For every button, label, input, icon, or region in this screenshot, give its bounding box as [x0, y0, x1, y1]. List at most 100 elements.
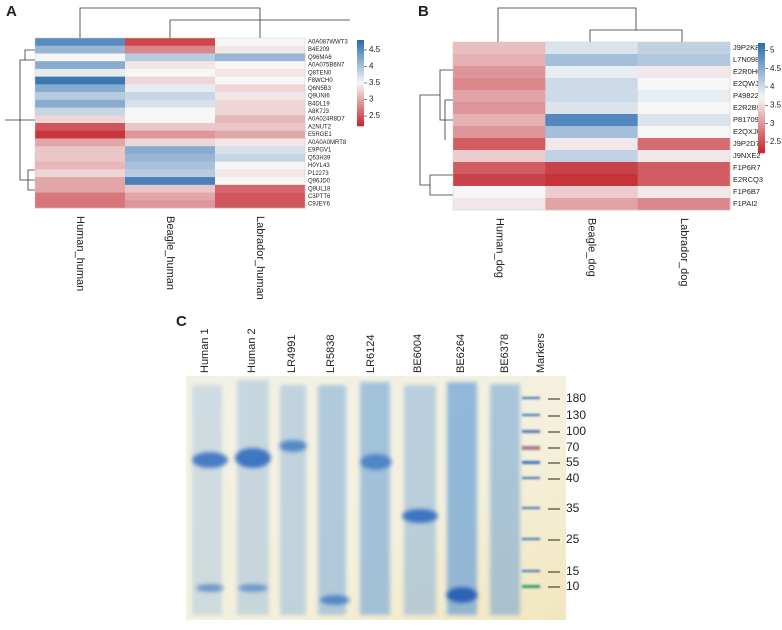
heatmap-cell: [545, 162, 638, 175]
colorbar-step: [758, 92, 765, 96]
row-label: Q6N5B3: [308, 86, 332, 92]
marker-label: 180: [566, 391, 586, 405]
heatmap-cell: [545, 78, 638, 91]
colorbar-step: [357, 113, 364, 116]
heatmap-cell: [637, 150, 731, 163]
heatmap-cell: [637, 198, 731, 211]
colorbar-step: [357, 110, 364, 114]
heatmap-cell: [125, 169, 216, 178]
colorbar-step: [758, 117, 765, 121]
heatmap-cell: [215, 130, 306, 139]
colorbar-step: [758, 48, 765, 52]
colorbar-step: [357, 74, 364, 77]
heatmap-cell: [453, 198, 546, 211]
colorbar-step: [758, 142, 765, 146]
heatmap-cell: [215, 153, 306, 162]
colorbar-tick-label: 2.5: [369, 111, 381, 120]
row-label: C3PTT6: [308, 194, 331, 200]
panel-label: C: [176, 313, 187, 330]
colorbar-step: [357, 83, 364, 86]
colorbar-step: [357, 93, 364, 97]
heatmap-cell: [215, 161, 306, 170]
colorbar-step: [758, 109, 765, 113]
colorbar-step: [357, 91, 364, 95]
heatmap-cell: [545, 150, 638, 163]
colorbar-step: [758, 43, 765, 47]
row-label: Q96MA6: [308, 55, 332, 61]
row-label: E9PGV1: [308, 148, 332, 154]
dendrogram: [419, 7, 683, 196]
colorbar-step: [758, 87, 765, 91]
colorbar-step: [758, 95, 765, 99]
colorbar-tick-label: 4.5: [369, 45, 381, 54]
heatmap-cell: [35, 161, 126, 170]
heatmap-cell: [35, 61, 126, 70]
colorbar-step: [758, 84, 765, 88]
heatmap-cell: [453, 150, 546, 163]
panel-label: B: [418, 3, 429, 20]
heatmap-cell: [453, 78, 546, 91]
row-label: A0A024R8D7: [308, 117, 345, 123]
colorbar-step: [357, 63, 364, 67]
colorbar-step: [357, 95, 364, 99]
heatmap-cell: [545, 174, 638, 187]
heatmap-cell: [545, 198, 638, 211]
heatmap-cell: [35, 92, 126, 101]
heatmap-cell: [125, 177, 216, 186]
colorbar-tick-label: 2.5: [770, 137, 782, 146]
heatmap-cell: [545, 54, 638, 67]
gel-image: [186, 376, 566, 620]
colorbar-step: [357, 57, 364, 60]
heatmap-cell: [453, 66, 546, 79]
heatmap-cell: [215, 76, 306, 85]
panel-label: A: [6, 3, 17, 20]
heatmap-cell: [215, 138, 306, 147]
heatmap-cell: [215, 123, 306, 132]
colorbar-step: [758, 111, 765, 115]
heatmap-cell: [637, 114, 731, 127]
heatmap-cell: [545, 42, 638, 55]
heatmap-cell: [545, 102, 638, 115]
lane-label: BE6004: [412, 334, 424, 373]
heatmap-cell: [637, 66, 731, 79]
heatmap-cell: [453, 174, 546, 187]
colorbar-step: [357, 98, 364, 101]
heatmap-border: [34, 37, 306, 209]
heatmap-cell: [125, 138, 216, 147]
heatmap-cell: [35, 115, 126, 124]
colorbar-step: [758, 128, 765, 132]
colorbar-step: [758, 62, 765, 66]
heatmap-cell: [125, 76, 216, 85]
colorbar-step: [758, 45, 765, 49]
row-label: J9NXE2: [733, 151, 761, 160]
colorbar-step: [758, 103, 765, 107]
row-label: P49822: [733, 91, 759, 100]
colorbar-step: [758, 136, 765, 140]
colorbar-step: [357, 121, 364, 125]
heatmap-cell: [545, 186, 638, 199]
heatmap-cell: [35, 53, 126, 62]
row-label: A0A0A0MRT8: [308, 140, 347, 146]
colorbar-step: [357, 80, 364, 84]
colorbar-step: [758, 73, 765, 77]
row-label: B4E209: [308, 47, 330, 53]
heatmap-cell: [125, 92, 216, 101]
row-label: Q96JD0: [308, 179, 331, 185]
row-label: L7N098: [733, 55, 759, 64]
row-label: F8WCH0: [308, 78, 333, 84]
heatmap-cell: [637, 90, 731, 103]
heatmap-cell: [637, 102, 731, 115]
lane-label: BE6264: [455, 334, 467, 373]
heatmap-cell: [215, 169, 306, 178]
heatmap-cell: [215, 115, 306, 124]
row-label: E5RGE1: [308, 132, 332, 138]
row-label: P81709: [733, 115, 759, 124]
heatmap-cell: [35, 146, 126, 155]
heatmap-cell: [453, 102, 546, 115]
heatmap-cell: [35, 184, 126, 193]
colorbar-step: [357, 42, 364, 45]
colorbar-step: [758, 78, 765, 82]
heatmap-cell: [215, 53, 306, 62]
heatmap-cell: [125, 61, 216, 70]
